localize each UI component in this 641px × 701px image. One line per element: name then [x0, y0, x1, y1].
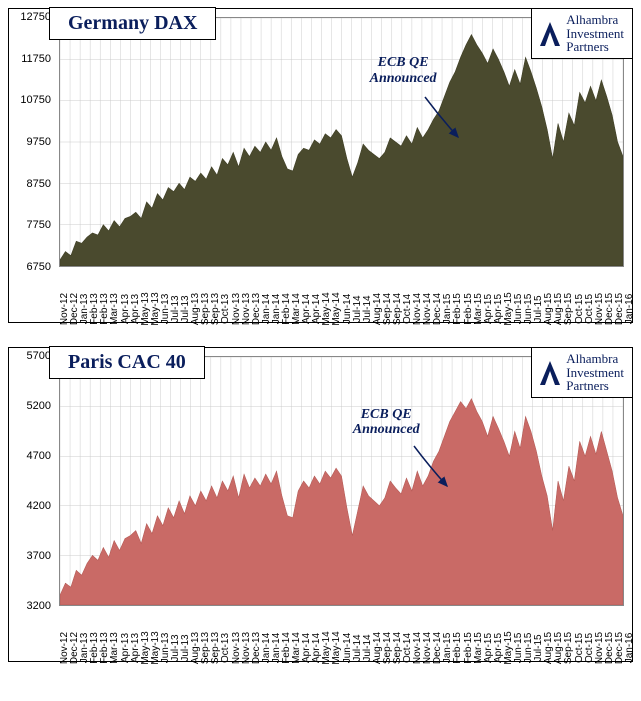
logo-line2: Investment — [566, 366, 624, 380]
y-tick: 3200 — [27, 600, 51, 612]
cac-annotation: ECB QE Announced — [353, 407, 420, 438]
x-tick: Mar-13 — [109, 632, 120, 664]
dax-arrow — [420, 92, 641, 340]
y-tick: 7750 — [27, 219, 51, 231]
y-tick: 4200 — [27, 500, 51, 512]
cac-arrow — [409, 441, 641, 689]
logo-line3: Partners — [566, 40, 624, 54]
logo-line1: Alhambra — [566, 13, 624, 27]
y-tick: 12750 — [20, 11, 51, 23]
cac-title: Paris CAC 40 — [49, 346, 205, 379]
x-tick: Apr-13 — [130, 633, 141, 663]
y-tick: 3700 — [27, 550, 51, 562]
x-tick: Jun-14 — [342, 633, 353, 664]
y-tick: 6750 — [27, 261, 51, 273]
x-tick: Jul-14 — [352, 295, 363, 322]
dax-logo: Alhambra Investment Partners — [531, 8, 633, 59]
x-tick: Oct-13 — [220, 633, 231, 663]
cac-y-axis: 320037004200470052005700 — [9, 356, 55, 606]
logo-line2: Investment — [566, 27, 624, 41]
annot-l1: ECB QE — [353, 407, 420, 422]
logo-text: Alhambra Investment Partners — [566, 13, 624, 54]
dax-annotation: ECB QE Announced — [370, 55, 437, 86]
annot-l2: Announced — [370, 71, 437, 86]
cac-chart-panel: Paris CAC 40 Alhambra Investment Partner… — [8, 347, 633, 662]
x-tick: May-14 — [331, 292, 342, 325]
logo-icon — [538, 18, 562, 48]
logo-text: Alhambra Investment Partners — [566, 352, 624, 393]
x-tick: Jul-14 — [352, 634, 363, 661]
x-tick: Apr-13 — [120, 294, 131, 324]
logo-line1: Alhambra — [566, 352, 624, 366]
x-tick: Jun-14 — [342, 294, 353, 325]
dax-chart-panel: Germany DAX Alhambra Investment Partners… — [8, 8, 633, 323]
x-tick: Mar-13 — [109, 293, 120, 325]
logo-line3: Partners — [566, 379, 624, 393]
y-tick: 5200 — [27, 400, 51, 412]
dax-y-axis: 6750775087509750107501175012750 — [9, 17, 55, 267]
dax-title: Germany DAX — [49, 7, 216, 40]
x-tick: Oct-13 — [220, 294, 231, 324]
x-tick: Nov-13 — [241, 632, 252, 664]
annot-l2: Announced — [353, 422, 420, 437]
x-tick: Nov-13 — [231, 293, 242, 325]
logo-icon — [538, 357, 562, 387]
y-tick: 5700 — [27, 350, 51, 362]
annot-l1: ECB QE — [370, 55, 437, 70]
y-tick: 4700 — [27, 450, 51, 462]
x-tick: Apr-13 — [130, 294, 141, 324]
y-tick: 8750 — [27, 178, 51, 190]
x-tick: Nov-13 — [231, 632, 242, 664]
x-tick: Nov-13 — [241, 293, 252, 325]
y-tick: 10750 — [20, 94, 51, 106]
y-tick: 9750 — [27, 136, 51, 148]
cac-logo: Alhambra Investment Partners — [531, 347, 633, 398]
y-tick: 11750 — [21, 53, 51, 65]
x-tick: May-14 — [331, 631, 342, 664]
x-tick: Apr-13 — [120, 633, 131, 663]
